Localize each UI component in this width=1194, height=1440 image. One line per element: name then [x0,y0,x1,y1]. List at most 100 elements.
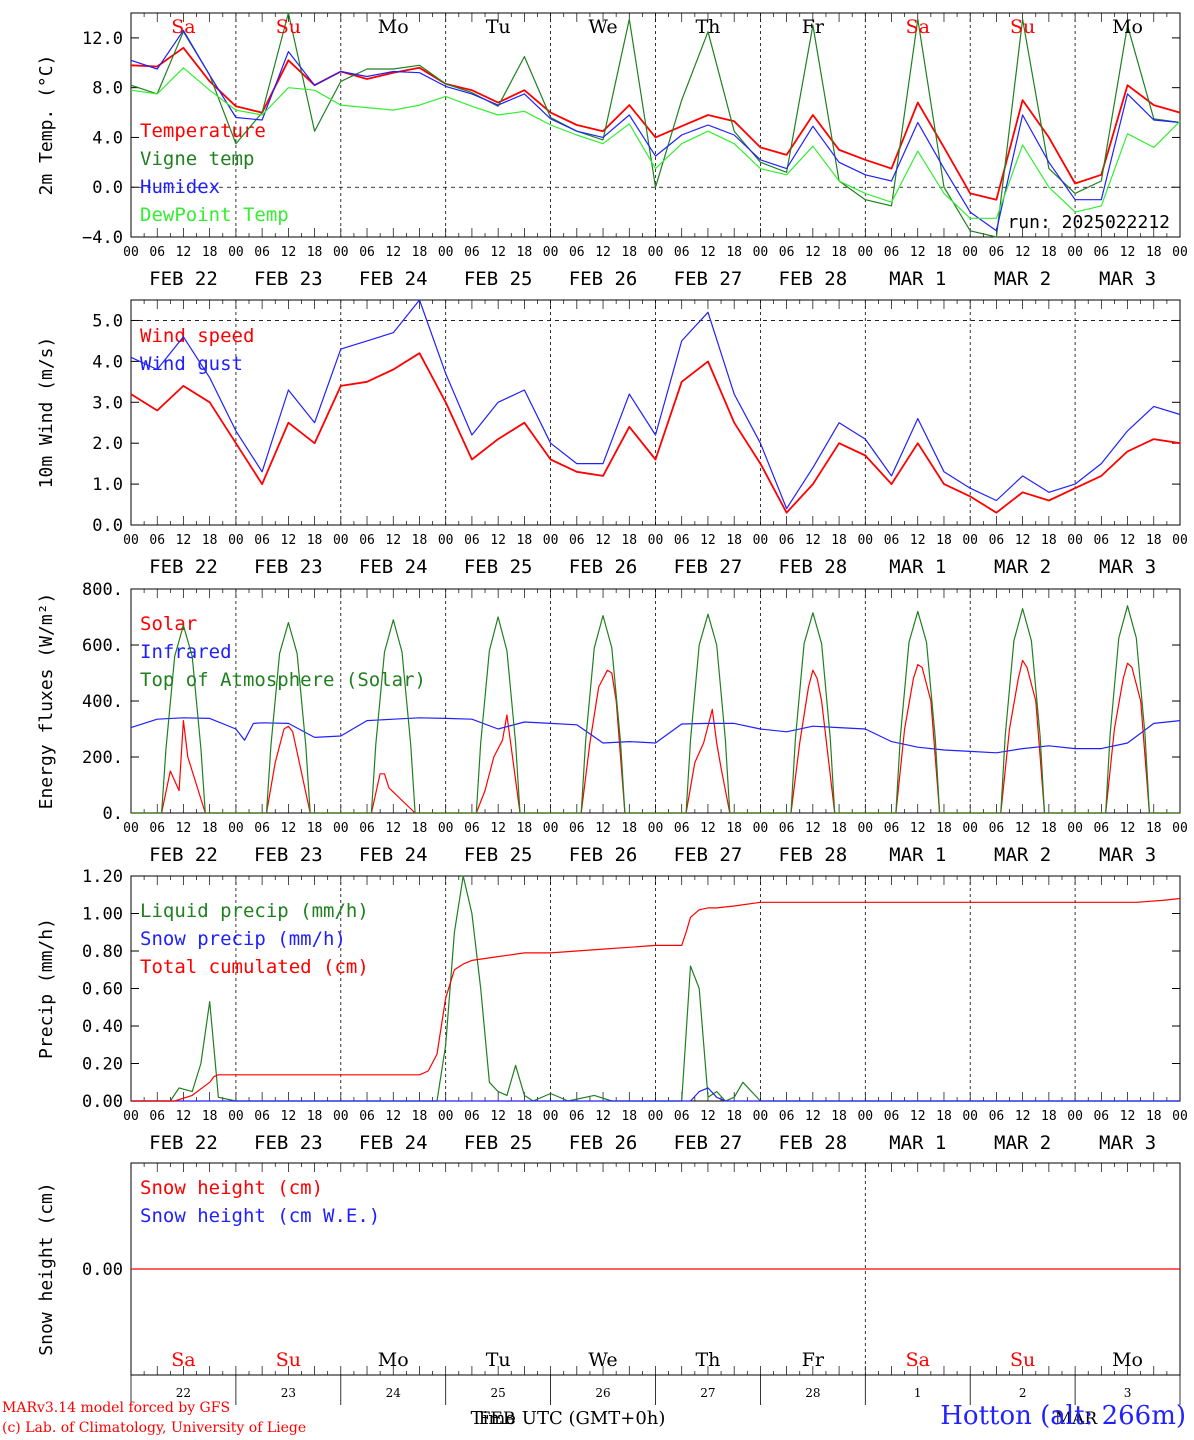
hour-label: 12 [490,1109,506,1124]
hour-label: 06 [989,245,1005,260]
weekday-label: Sa [906,16,930,38]
y-tick-label: 0.00 [82,1260,123,1280]
y-axis-label: Precip (mm/h) [36,918,57,1059]
hour-label: 06 [779,245,795,260]
hour-label: 00 [1172,821,1188,836]
hour-label: 18 [307,1109,323,1124]
weekday-label: We [588,16,617,38]
day-label: FEB 23 [254,556,323,578]
hour-label: 00 [1172,245,1188,260]
hour-label: 00 [228,1109,244,1124]
day-label: FEB 26 [569,844,638,866]
hour-label: 18 [202,533,218,548]
hour-label: 06 [1093,245,1109,260]
hour-label: 18 [307,533,323,548]
hour-label: 00 [228,533,244,548]
hour-label: 06 [884,1109,900,1124]
y-axis-label: Snow height (cm) [36,1182,57,1355]
hour-label: 18 [412,1109,428,1124]
hour-label: 06 [359,821,375,836]
hour-label: 18 [517,245,533,260]
day-label: FEB 23 [254,268,323,290]
y-tick-label: 0.80 [82,942,123,962]
hour-label: 12 [176,533,192,548]
y-tick-label: 600. [82,636,123,656]
weekday-label: Mo [1112,1349,1143,1371]
day-label: FEB 25 [464,844,533,866]
hour-label: 06 [989,533,1005,548]
hour-label: 18 [1146,1109,1162,1124]
hour-label: 06 [149,821,165,836]
hour-label: 06 [464,533,480,548]
day-label: FEB 24 [359,844,428,866]
day-label: FEB 23 [254,844,323,866]
y-tick-label: 0.0 [92,516,123,536]
hour-label: 00 [648,533,664,548]
day-label: FEB 28 [779,556,848,578]
hour-label: 18 [202,1109,218,1124]
hour-label: 12 [281,533,297,548]
hour-label: 00 [962,1109,978,1124]
hour-label: 18 [1041,245,1057,260]
hour-label: 00 [543,245,559,260]
hour-label: 18 [726,533,742,548]
hour-label: 12 [700,533,716,548]
hour-label: 00 [962,821,978,836]
hour-label: 00 [753,821,769,836]
hour-label: 06 [989,821,1005,836]
day-label: FEB 27 [674,1132,743,1154]
series-line-vigne-temp [130,12,1181,238]
hour-label: 12 [1120,1109,1136,1124]
day-label: MAR 3 [1099,844,1156,866]
hour-label: 18 [202,821,218,836]
hour-label: 12 [281,245,297,260]
hour-label: 18 [936,1109,952,1124]
hour-label: 00 [438,533,454,548]
legend-entry: DewPoint Temp [140,204,289,226]
hour-label: 18 [726,1109,742,1124]
hour-label: 00 [123,245,139,260]
hour-label: 00 [1067,1109,1083,1124]
hour-label: 12 [805,821,821,836]
weekday-label: Sa [906,1349,930,1371]
bottom-day-number: 3 [1124,1386,1132,1400]
hour-label: 18 [1146,245,1162,260]
x-axis-title: Time UTC (GMT+0h) [471,1408,666,1429]
bottom-day-number: 22 [176,1386,191,1400]
hour-label: 06 [359,245,375,260]
weekday-label: Sa [171,16,195,38]
hour-label: 06 [989,1109,1005,1124]
day-label: FEB 26 [569,1132,638,1154]
hour-label: 06 [569,533,585,548]
hour-label: 12 [1015,533,1031,548]
hour-label: 12 [1015,245,1031,260]
hour-label: 18 [726,821,742,836]
run-label: run: 2025022212 [1007,212,1170,233]
hour-label: 18 [1146,533,1162,548]
hour-label: 18 [412,533,428,548]
hour-label: 12 [176,245,192,260]
legend-entry: Infrared [140,641,232,663]
hour-label: 06 [674,533,690,548]
bottom-day-number: 23 [281,1386,296,1400]
hour-label: 06 [149,533,165,548]
hour-label: 06 [674,821,690,836]
y-axis-label: Energy fluxes (W/m²) [36,593,57,810]
hour-label: 18 [621,245,637,260]
bottom-day-number: 27 [700,1386,715,1400]
hour-label: 00 [1172,533,1188,548]
hour-label: 12 [385,245,401,260]
hour-label: 06 [674,245,690,260]
hour-label: 18 [517,821,533,836]
day-label: MAR 2 [994,556,1051,578]
y-tick-label: 3.0 [92,393,123,413]
y-tick-label: 0.0 [92,178,123,198]
y-tick-label: 0.20 [82,1055,123,1075]
legend-entry: Temperature [140,120,266,142]
hour-label: 06 [359,1109,375,1124]
hour-label: 06 [149,245,165,260]
day-label: FEB 24 [359,268,428,290]
hour-label: 06 [779,1109,795,1124]
y-tick-label: 0. [103,804,123,824]
weekday-label: Mo [378,16,409,38]
